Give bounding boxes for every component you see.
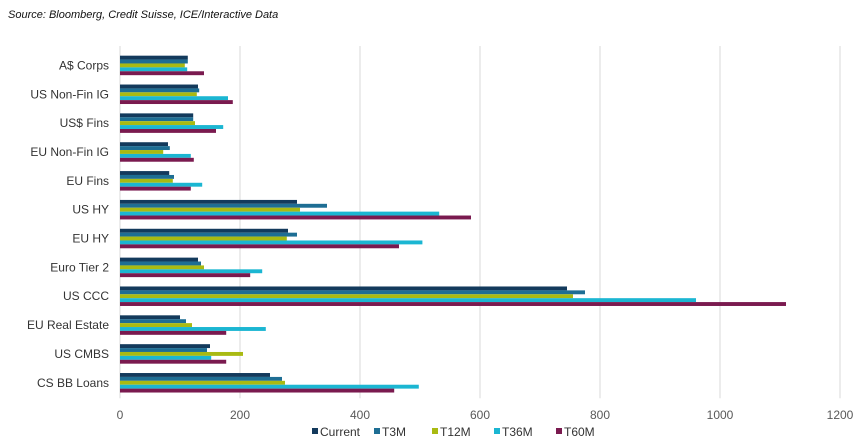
- bar-t3m: [120, 232, 297, 237]
- bar-current: [120, 344, 210, 349]
- bar-t12m: [120, 294, 573, 299]
- x-tick-label: 600: [470, 408, 490, 422]
- x-tick-label: 800: [590, 408, 610, 422]
- bar-current: [120, 55, 188, 60]
- bar-t60m: [120, 215, 471, 220]
- category-label: US Non-Fin IG: [30, 87, 109, 101]
- bar-t36m: [120, 96, 228, 101]
- x-tick-label: 1200: [827, 408, 854, 422]
- bar-t60m: [120, 273, 251, 278]
- bar-t36m: [120, 298, 696, 303]
- bar-current: [120, 257, 198, 262]
- bar-current: [120, 84, 198, 89]
- category-label: US CMBS: [54, 347, 109, 361]
- bar-t12m: [120, 380, 285, 385]
- bar-t12m: [120, 265, 204, 270]
- bar-t12m: [120, 323, 192, 328]
- bar-t3m: [120, 88, 200, 93]
- bar-t36m: [120, 153, 191, 158]
- bar-t3m: [120, 117, 194, 122]
- bar-t60m: [120, 302, 786, 306]
- bar-t60m: [120, 359, 227, 364]
- bar-current: [120, 171, 170, 175]
- legend-label: T60M: [564, 425, 595, 439]
- category-label: EU Fins: [66, 174, 109, 188]
- bar-t12m: [120, 150, 164, 154]
- legend-label: Current: [320, 425, 361, 439]
- category-label: CS BB Loans: [37, 376, 109, 390]
- x-tick-label: 400: [350, 408, 370, 422]
- bar-t36m: [120, 384, 419, 389]
- legend-swatch: [556, 428, 562, 434]
- bar-t60m: [120, 157, 194, 162]
- bar-t12m: [120, 351, 243, 356]
- bar-t12m: [120, 121, 195, 126]
- category-labels: A$ Corps US Non-Fin IG US$ Fins EU Non-Fin …: [27, 58, 109, 389]
- category-label: EU Non-Fin IG: [30, 145, 109, 159]
- bar-t12m: [120, 236, 287, 241]
- bar-t36m: [120, 125, 224, 129]
- bar-t12m: [120, 63, 185, 68]
- bar-current: [120, 113, 194, 118]
- legend: Current T3M T12M T36M T60M: [312, 425, 595, 439]
- bar-current: [120, 228, 288, 233]
- bar-t60m: [120, 388, 395, 393]
- legend-swatch: [312, 428, 318, 434]
- bar-t60m: [120, 186, 191, 191]
- bar-t3m: [120, 174, 174, 179]
- source-note: Source: Bloomberg, Credit Suisse, ICE/In…: [8, 9, 279, 21]
- bar-t3m: [120, 203, 327, 208]
- category-label: EU Real Estate: [27, 318, 109, 332]
- bar-t60m: [120, 71, 204, 76]
- bar-current: [120, 315, 180, 320]
- category-label: Euro Tier 2: [50, 260, 109, 274]
- bar-current: [120, 199, 297, 204]
- bar-t12m: [120, 207, 300, 212]
- bar-t3m: [120, 348, 207, 352]
- bar-t60m: [120, 128, 216, 133]
- bar-t60m: [120, 100, 233, 105]
- bar-t36m: [120, 269, 263, 274]
- bars: [120, 55, 786, 393]
- bar-t3m: [120, 376, 282, 381]
- x-tick-label: 0: [117, 408, 124, 422]
- legend-label: T36M: [502, 425, 533, 439]
- legend-label: T3M: [382, 425, 406, 439]
- bar-current: [120, 142, 168, 147]
- bar-t3m: [120, 146, 170, 151]
- bar-t36m: [120, 211, 440, 216]
- bar-t60m: [120, 244, 399, 249]
- category-label: A$ Corps: [59, 58, 109, 72]
- bar-current: [120, 373, 270, 377]
- x-tick-label: 1000: [707, 408, 734, 422]
- bar-current: [120, 286, 567, 291]
- bar-t12m: [120, 178, 173, 183]
- x-tick-labels: 0 200 400 600 800 1000 1200: [117, 408, 854, 422]
- bar-t12m: [120, 92, 197, 97]
- legend-swatch: [374, 428, 380, 434]
- bar-t36m: [120, 327, 266, 331]
- gridlines: [119, 46, 841, 399]
- category-label: US HY: [72, 203, 109, 217]
- bar-t36m: [120, 67, 188, 72]
- bar-t36m: [120, 240, 423, 245]
- x-tick-label: 200: [230, 408, 250, 422]
- category-label: EU HY: [72, 232, 109, 246]
- bar-t3m: [120, 319, 186, 324]
- legend-label: T12M: [440, 425, 471, 439]
- bar-t60m: [120, 330, 227, 335]
- bar-t3m: [120, 59, 188, 64]
- bar-t36m: [120, 355, 212, 360]
- category-label: US CCC: [63, 289, 109, 303]
- bar-t36m: [120, 182, 203, 187]
- category-label: US$ Fins: [60, 116, 109, 130]
- legend-swatch: [432, 428, 438, 434]
- bar-t3m: [120, 261, 201, 266]
- legend-swatch: [494, 428, 500, 434]
- bar-t3m: [120, 290, 585, 295]
